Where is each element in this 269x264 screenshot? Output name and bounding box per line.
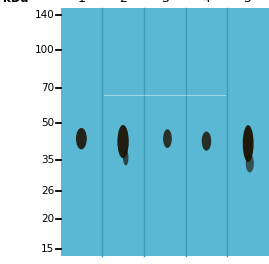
Text: 100: 100	[35, 45, 54, 55]
Ellipse shape	[246, 154, 254, 172]
Text: 70: 70	[41, 83, 54, 93]
Text: 15: 15	[41, 244, 54, 254]
Text: 2: 2	[119, 0, 127, 5]
Text: 50: 50	[41, 118, 54, 128]
Ellipse shape	[163, 129, 172, 148]
Text: kDa: kDa	[3, 0, 28, 5]
Text: 1: 1	[77, 0, 85, 5]
Ellipse shape	[202, 131, 211, 151]
Bar	[61, 8, 269, 256]
Text: 20: 20	[41, 214, 54, 224]
Text: 5: 5	[244, 0, 252, 5]
Ellipse shape	[117, 125, 129, 158]
Text: 35: 35	[41, 155, 54, 165]
Text: 26: 26	[41, 186, 54, 196]
Text: 140: 140	[35, 10, 54, 20]
Ellipse shape	[123, 150, 129, 166]
Text: 4: 4	[203, 0, 210, 5]
Text: 3: 3	[161, 0, 169, 5]
Ellipse shape	[243, 125, 254, 162]
Ellipse shape	[76, 128, 87, 149]
